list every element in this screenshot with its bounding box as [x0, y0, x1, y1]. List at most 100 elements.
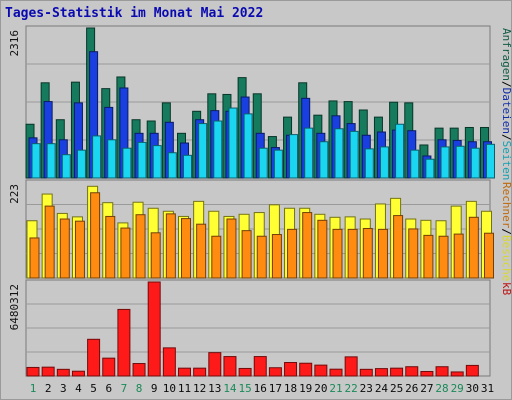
- x-tick-label-day-3: 3: [60, 382, 67, 395]
- legend-anfragen: Anfragen: [500, 28, 512, 81]
- bar-rechner-day-16: [256, 235, 267, 279]
- bar-kb-day-16: [253, 356, 267, 377]
- bar-rechner-day-17: [271, 234, 282, 279]
- bar-seiten-day-7: [122, 147, 132, 179]
- panel-middle-max-label: 223: [8, 184, 21, 204]
- bar-kb-day-27: [420, 371, 434, 377]
- bar-rechner-day-1: [29, 237, 40, 279]
- bar-seiten-day-10: [167, 152, 177, 179]
- bar-seiten-day-24: [379, 146, 389, 179]
- bar-rechner-day-9: [150, 232, 161, 279]
- legend-kb: kB: [500, 282, 512, 296]
- bar-rechner-day-8: [135, 214, 146, 279]
- bar-rechner-day-24: [377, 228, 388, 279]
- bar-rechner-day-26: [408, 228, 419, 279]
- x-tick-label-day-30: 30: [466, 382, 479, 395]
- bar-seiten-day-16: [258, 147, 268, 179]
- bar-kb-day-15: [238, 367, 252, 377]
- x-tick-label-day-25: 25: [390, 382, 403, 395]
- x-tick-label-day-21: 21: [329, 382, 342, 395]
- bar-kb-day-18: [284, 362, 298, 377]
- panel-bottom-legend-label: kB: [500, 282, 512, 296]
- legend-besuche: Besuche: [500, 235, 512, 281]
- bar-rechner-day-25: [393, 215, 404, 279]
- bar-kb-day-7: [117, 308, 131, 377]
- x-tick-label-day-14: 14: [223, 382, 237, 395]
- x-tick-label-day-6: 6: [105, 382, 112, 395]
- bar-seiten-day-30: [470, 147, 480, 179]
- bar-kb-day-30: [465, 364, 479, 377]
- bar-kb-day-3: [56, 368, 70, 377]
- bar-seiten-day-17: [273, 149, 283, 179]
- bar-kb-day-20: [314, 364, 328, 377]
- bar-seiten-day-15: [243, 113, 253, 179]
- x-tick-label-day-12: 12: [193, 382, 206, 395]
- bar-rechner-day-31: [484, 232, 494, 279]
- bar-rechner-day-10: [165, 213, 176, 279]
- bar-seiten-day-31: [486, 143, 495, 179]
- x-tick-label-day-18: 18: [284, 382, 297, 395]
- bar-seiten-day-25: [395, 123, 405, 179]
- bar-rechner-day-30: [468, 216, 479, 279]
- bar-rechner-day-18: [287, 228, 298, 279]
- bar-seiten-day-18: [289, 134, 299, 179]
- bar-kb-day-2: [41, 366, 55, 377]
- x-tick-label-day-20: 20: [314, 382, 327, 395]
- panel-middle-legend-label: Rechner/Besuche: [500, 182, 512, 281]
- bar-rechner-day-11: [181, 218, 191, 279]
- bar-seiten-day-11: [183, 154, 192, 179]
- bar-kb-day-6: [102, 357, 116, 377]
- bar-kb-day-24: [374, 368, 388, 377]
- bar-kb-day-4: [71, 370, 85, 377]
- x-tick-label-day-29: 29: [451, 382, 464, 395]
- bar-kb-day-23: [359, 368, 373, 377]
- x-tick-label-day-10: 10: [163, 382, 176, 395]
- x-tick-label-day-26: 26: [405, 382, 418, 395]
- bar-kb-day-14: [223, 356, 237, 377]
- bar-kb-day-13: [208, 352, 222, 377]
- panel-top-legend-label: Anfragen/Dateien/Seiten: [500, 28, 512, 180]
- x-tick-label-day-11: 11: [178, 382, 191, 395]
- bar-kb-day-26: [405, 366, 419, 377]
- bar-rechner-day-3: [59, 218, 70, 279]
- x-tick-label-day-23: 23: [360, 382, 373, 395]
- bar-kb-day-28: [435, 366, 449, 377]
- bar-seiten-day-23: [364, 148, 374, 179]
- bar-rechner-day-21: [332, 228, 343, 279]
- bar-rechner-day-6: [105, 215, 116, 279]
- bar-kb-day-11: [178, 367, 191, 377]
- bar-kb-day-22: [344, 356, 358, 377]
- bar-rechner-day-7: [120, 227, 131, 279]
- bar-kb-day-12: [193, 367, 207, 377]
- x-tick-label-day-19: 19: [299, 382, 312, 395]
- bar-rechner-day-23: [362, 227, 373, 279]
- x-tick-label-day-28: 28: [435, 382, 448, 395]
- bar-seiten-day-9: [152, 145, 162, 179]
- x-tick-label-day-1: 1: [30, 382, 37, 395]
- bar-rechner-day-4: [74, 220, 85, 279]
- bar-seiten-day-8: [137, 141, 147, 179]
- x-tick-label-day-4: 4: [75, 382, 82, 395]
- bar-seiten-day-2: [46, 143, 56, 179]
- chart-title: Tages-Statistik im Monat Mai 2022: [5, 6, 264, 21]
- bar-rechner-day-12: [196, 223, 207, 279]
- bar-rechner-day-13: [211, 235, 222, 279]
- bar-rechner-day-29: [453, 233, 464, 279]
- bar-seiten-day-5: [92, 135, 102, 179]
- bar-seiten-day-1: [31, 143, 41, 179]
- bar-kb-day-1: [26, 366, 40, 377]
- x-tick-label-day-24: 24: [375, 382, 389, 395]
- bar-seiten-day-13: [213, 120, 223, 179]
- legend-separator: /: [500, 228, 512, 235]
- x-tick-label-day-2: 2: [45, 382, 52, 395]
- x-tick-label-day-5: 5: [90, 382, 97, 395]
- bar-rechner-day-27: [423, 234, 434, 279]
- legend-separator: /: [500, 134, 512, 141]
- bar-rechner-day-22: [347, 228, 358, 279]
- x-tick-label-day-16: 16: [254, 382, 267, 395]
- panel-top-max-label: 2316: [8, 30, 21, 57]
- bar-rechner-day-5: [90, 192, 101, 279]
- legend-seiten: Seiten: [500, 141, 512, 181]
- legend-dateien: Dateien: [500, 88, 512, 134]
